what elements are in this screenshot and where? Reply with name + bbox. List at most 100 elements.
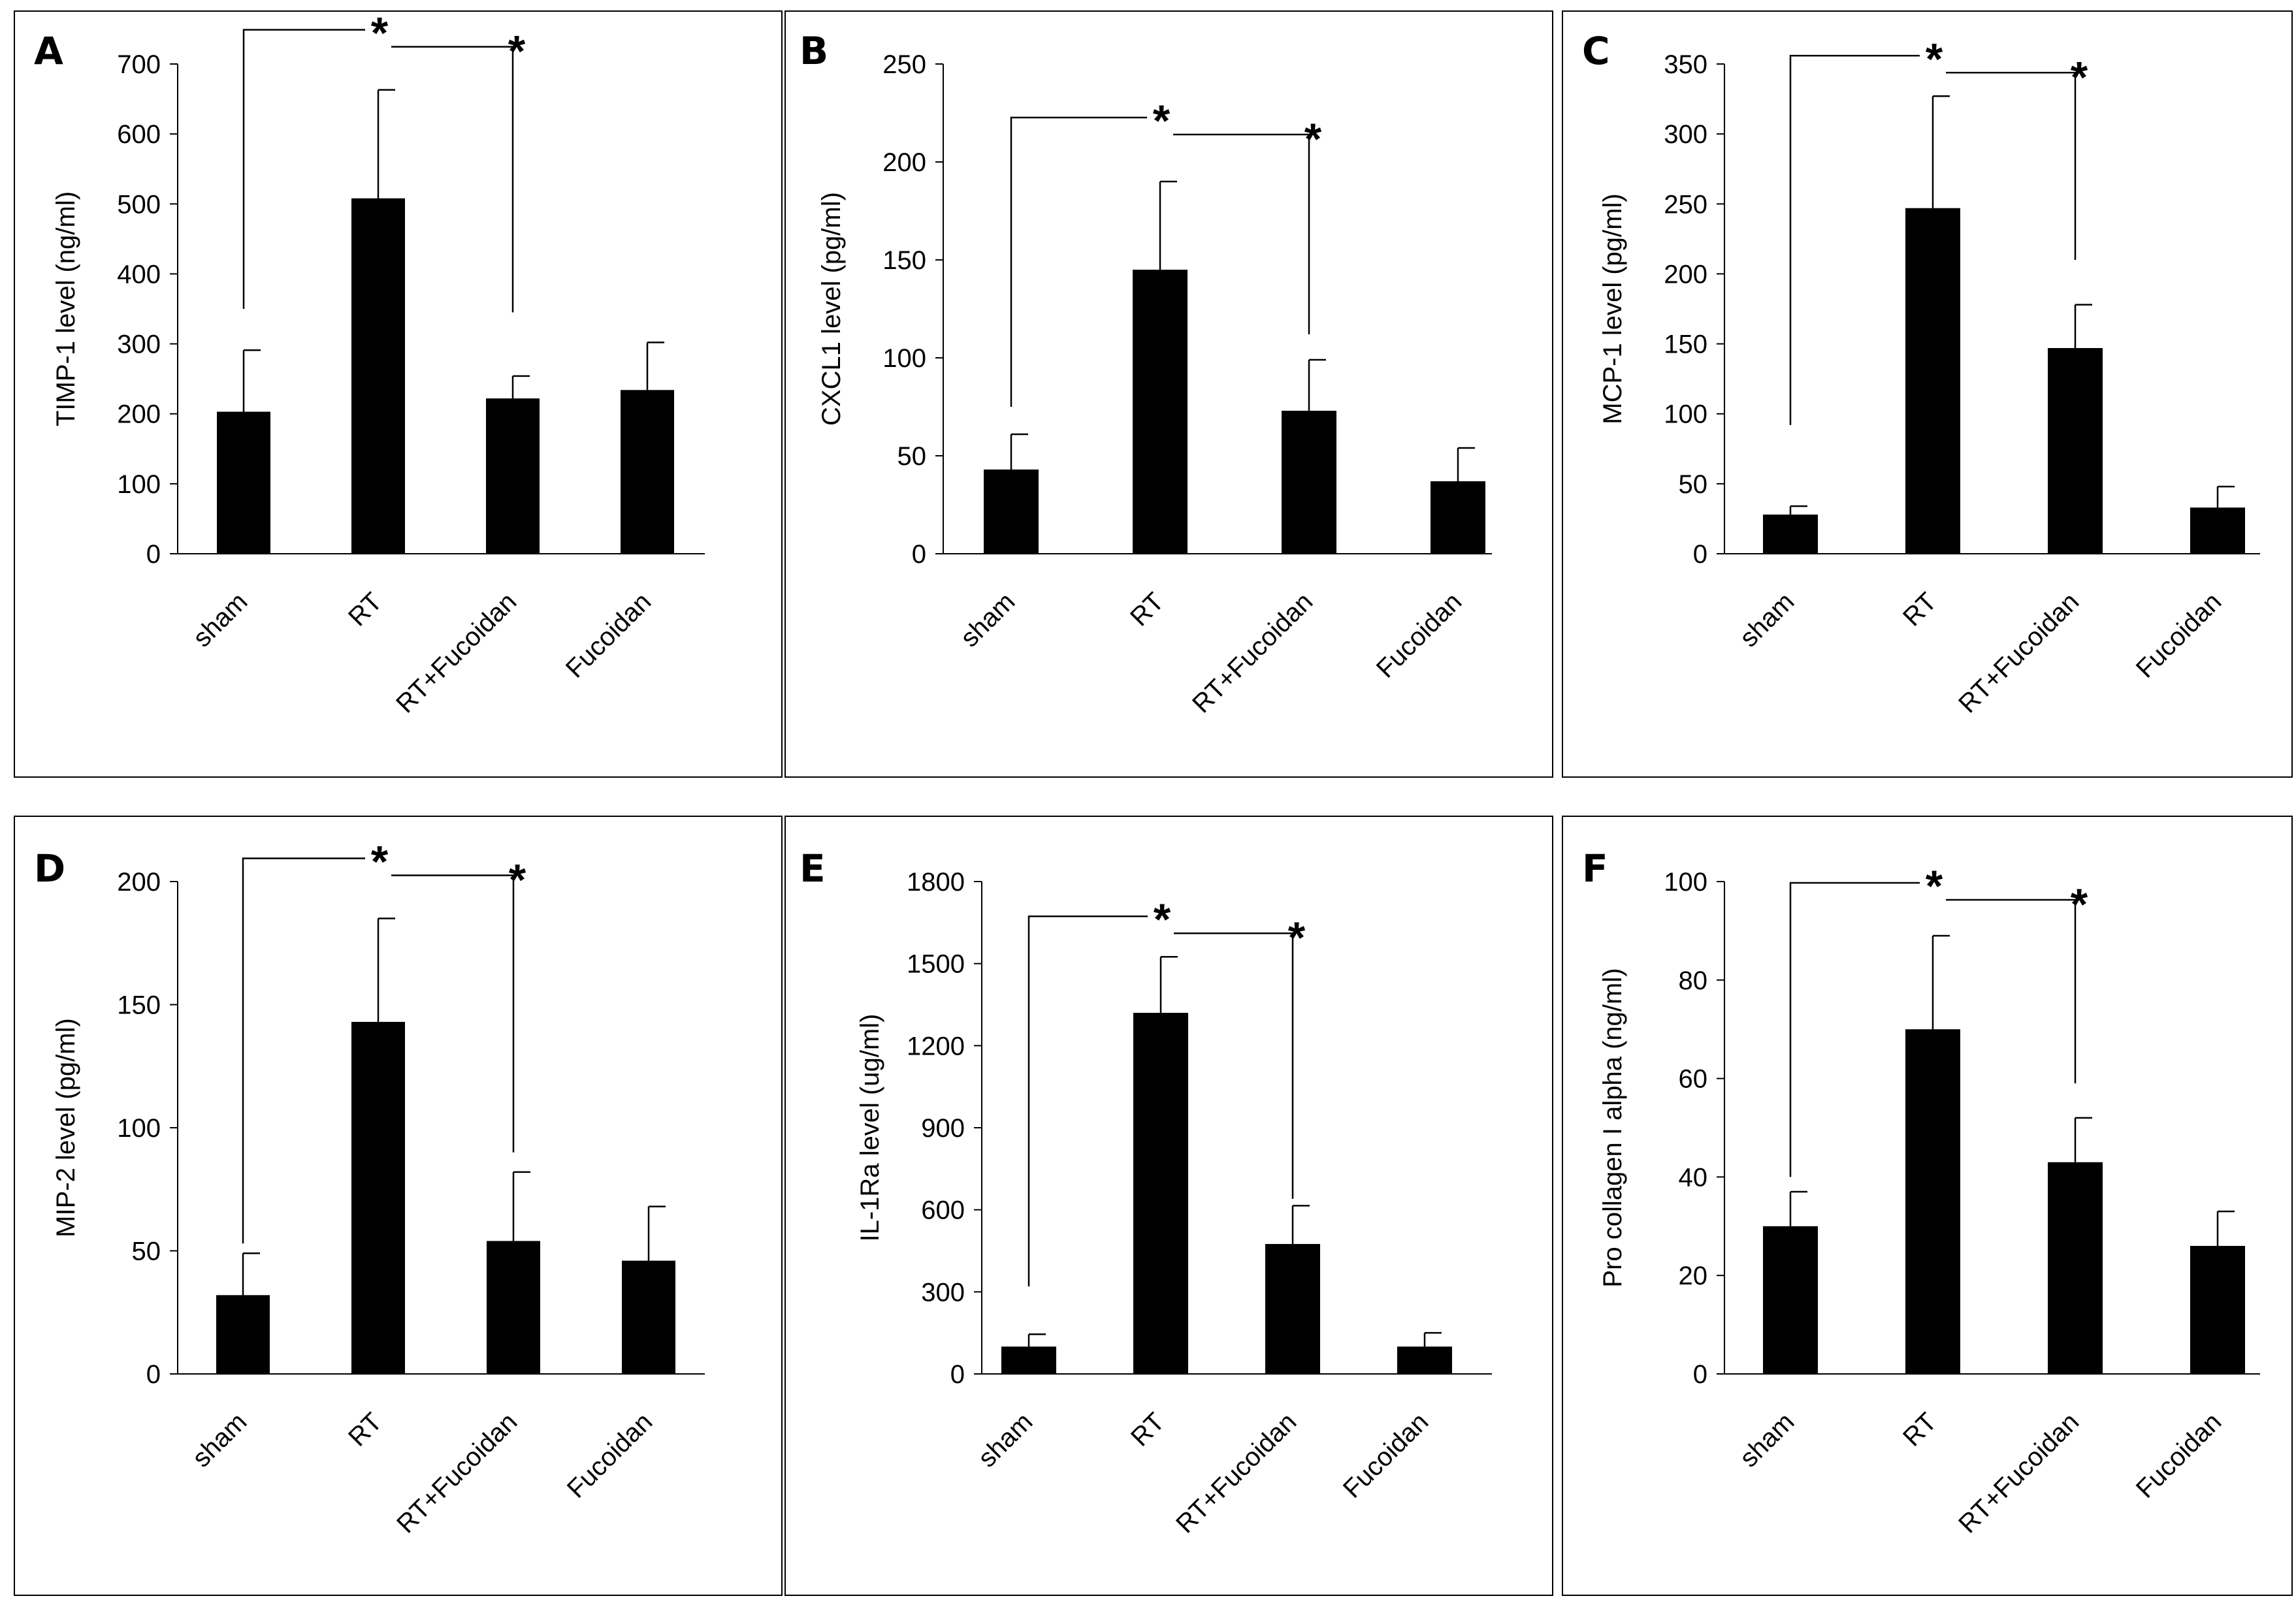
panel-d-category-label: Fucoidan bbox=[562, 1407, 658, 1503]
panel-a-bar bbox=[486, 398, 540, 554]
panel-a-bar bbox=[621, 390, 674, 554]
panel-e-bar bbox=[1133, 1013, 1188, 1374]
panel-c-significance-star: * bbox=[2071, 52, 2088, 102]
panel-f-category-label: Fucoidan bbox=[2131, 1407, 2227, 1503]
panel-f-y-tick-label: 0 bbox=[1693, 1360, 1707, 1389]
panel-f-significance-star: * bbox=[1926, 861, 1943, 911]
panel-a-y-tick-label: 400 bbox=[117, 260, 161, 289]
panel-b-significance-bracket bbox=[1010, 116, 1147, 407]
panel-e-letter: E bbox=[800, 846, 826, 891]
panel-e-y-axis-title: IL-1Ra level (ug/ml) bbox=[856, 1013, 884, 1241]
panel-e-category-label: RT bbox=[1125, 1407, 1170, 1452]
panel-b-y-tick-label: 100 bbox=[882, 344, 926, 373]
panel-e-category-label: RT+Fucoidan bbox=[1171, 1407, 1302, 1538]
panel-f-category-label: RT bbox=[1898, 1407, 1942, 1452]
panel-b-y-axis-title: CXCL1 level (pg/ml) bbox=[817, 192, 846, 426]
panel-a-bar bbox=[217, 411, 270, 554]
panel-c-y-tick-label: 100 bbox=[1664, 400, 1707, 429]
panel-a-significance-star: * bbox=[371, 8, 389, 58]
panel-e-significance-bracket bbox=[1174, 932, 1294, 1199]
panel-b-category-label: RT+Fucoidan bbox=[1187, 587, 1318, 718]
panel-e-chart: E 0 300 600 900 1200 1500 1800 IL-1Ra level (ug/… bbox=[784, 816, 1553, 1596]
panel-b-category-label: Fucoidan bbox=[1371, 587, 1467, 683]
panel-a-chart: A 0 100 200 300 400 500 600 700 TIMP-1 level (ng/… bbox=[14, 8, 783, 778]
panel-e-significance-bracket bbox=[1027, 915, 1148, 1286]
panel-b-y-tick-label: 200 bbox=[882, 148, 926, 177]
panel-a-y-tick-label: 200 bbox=[117, 400, 161, 429]
panel-f-y-tick-label: 60 bbox=[1679, 1065, 1708, 1094]
panel-c-significance-bracket bbox=[1946, 72, 2077, 260]
panel-e-bar bbox=[1397, 1346, 1452, 1374]
panel-f-y-tick-label: 40 bbox=[1679, 1163, 1708, 1192]
panel-d-y-tick-label: 150 bbox=[117, 991, 161, 1020]
panel-a-significance-bracket bbox=[391, 46, 514, 313]
panel-a-letter: A bbox=[34, 29, 63, 73]
panel-a-category-label: sham bbox=[187, 587, 253, 652]
panel-e-category-label: Fucoidan bbox=[1338, 1407, 1434, 1503]
panel-b-bar bbox=[984, 470, 1039, 554]
panel-b-y-tick-label: 0 bbox=[912, 540, 926, 569]
panel-c-significance-bracket bbox=[1789, 55, 1920, 425]
panel-f-significance-bracket bbox=[1789, 882, 1920, 1177]
panel-a-y-tick-label: 600 bbox=[117, 120, 161, 149]
panel-a-y-tick-label: 500 bbox=[117, 190, 161, 219]
panel-c-y-tick-label: 50 bbox=[1679, 470, 1708, 499]
panel-a-bar bbox=[351, 198, 405, 554]
panel-b-chart: B 0 50 100 150 200 250 CXCL1 level (pg/ml) sham R… bbox=[784, 10, 1553, 778]
panel-d-category-label: RT+Fucoidan bbox=[391, 1407, 523, 1538]
panel-b-category-label: RT bbox=[1125, 587, 1169, 631]
panel-d-category-label: RT bbox=[343, 1407, 387, 1452]
panel-e-bar bbox=[1001, 1346, 1056, 1374]
panel-f-bar bbox=[1763, 1226, 1818, 1374]
panel-e-y-tick-label: 1200 bbox=[907, 1032, 965, 1060]
panel-f-chart: F 0 20 40 60 80 100 Pro collagen I alpha (ng/ml… bbox=[1562, 816, 2293, 1596]
panel-e-frame bbox=[784, 816, 1553, 1596]
panel-b-bar bbox=[1282, 411, 1336, 554]
panel-e-significance-star: * bbox=[1288, 913, 1306, 963]
panel-d-y-axis-title: MIP-2 level (pg/ml) bbox=[52, 1018, 80, 1237]
panel-e-category-label: sham bbox=[973, 1407, 1038, 1473]
panel-a-significance-bracket bbox=[242, 29, 365, 309]
panel-d-significance-star: * bbox=[509, 855, 526, 905]
panel-c-y-tick-label: 300 bbox=[1664, 120, 1707, 149]
panel-e-y-tick-label: 0 bbox=[950, 1360, 965, 1389]
panel-c-bar bbox=[1763, 515, 1818, 554]
panel-c-y-tick-label: 250 bbox=[1664, 190, 1707, 219]
panel-c-bar bbox=[2048, 348, 2103, 554]
panel-f-bar bbox=[2048, 1162, 2103, 1374]
panel-c-letter: C bbox=[1582, 29, 1610, 73]
panel-c-category-label: sham bbox=[1734, 587, 1800, 652]
panel-b-significance-star: * bbox=[1304, 114, 1322, 164]
panel-c-category-label: RT+Fucoidan bbox=[1953, 587, 2084, 718]
panel-d-category-label: sham bbox=[187, 1407, 252, 1473]
panel-d-significance-bracket bbox=[391, 874, 515, 1153]
panel-d-bar bbox=[622, 1260, 675, 1374]
panel-b-y-tick-label: 150 bbox=[882, 246, 926, 275]
panel-e-y-tick-label: 300 bbox=[921, 1278, 965, 1307]
panel-b-significance-star: * bbox=[1153, 96, 1171, 146]
panel-d-chart: D 0 50 100 150 200 MIP-2 level (pg/ml) sham RT RT… bbox=[14, 816, 783, 1596]
panel-b-letter: B bbox=[800, 29, 828, 73]
panel-a-frame bbox=[14, 10, 783, 778]
panel-d-bar bbox=[216, 1295, 270, 1374]
panel-a-significance-star: * bbox=[508, 27, 526, 76]
panel-c-y-tick-label: 150 bbox=[1664, 330, 1707, 359]
panel-d-y-tick-label: 0 bbox=[146, 1360, 161, 1389]
panel-f-y-tick-label: 80 bbox=[1679, 966, 1708, 995]
panel-e-y-tick-label: 1800 bbox=[907, 868, 965, 897]
panel-f-category-label: RT+Fucoidan bbox=[1953, 1407, 2084, 1538]
panel-c-category-label: Fucoidan bbox=[2131, 587, 2227, 683]
panel-a-category-label: Fucoidan bbox=[560, 587, 656, 683]
panel-b-bar bbox=[1431, 481, 1485, 554]
panel-c-bar bbox=[1905, 208, 1960, 554]
panel-c-bar bbox=[2190, 507, 2245, 554]
panel-d-y-tick-label: 50 bbox=[132, 1237, 161, 1266]
panel-c-significance-star: * bbox=[1926, 34, 1943, 84]
panel-e-y-tick-label: 1500 bbox=[907, 950, 965, 979]
panel-d-significance-star: * bbox=[371, 837, 389, 887]
panel-f-significance-star: * bbox=[2071, 880, 2088, 929]
panel-d-significance-bracket bbox=[242, 857, 365, 1244]
panel-d-y-tick-label: 200 bbox=[117, 868, 161, 897]
panel-a-y-axis-title: TIMP-1 level (ng/ml) bbox=[52, 191, 80, 426]
